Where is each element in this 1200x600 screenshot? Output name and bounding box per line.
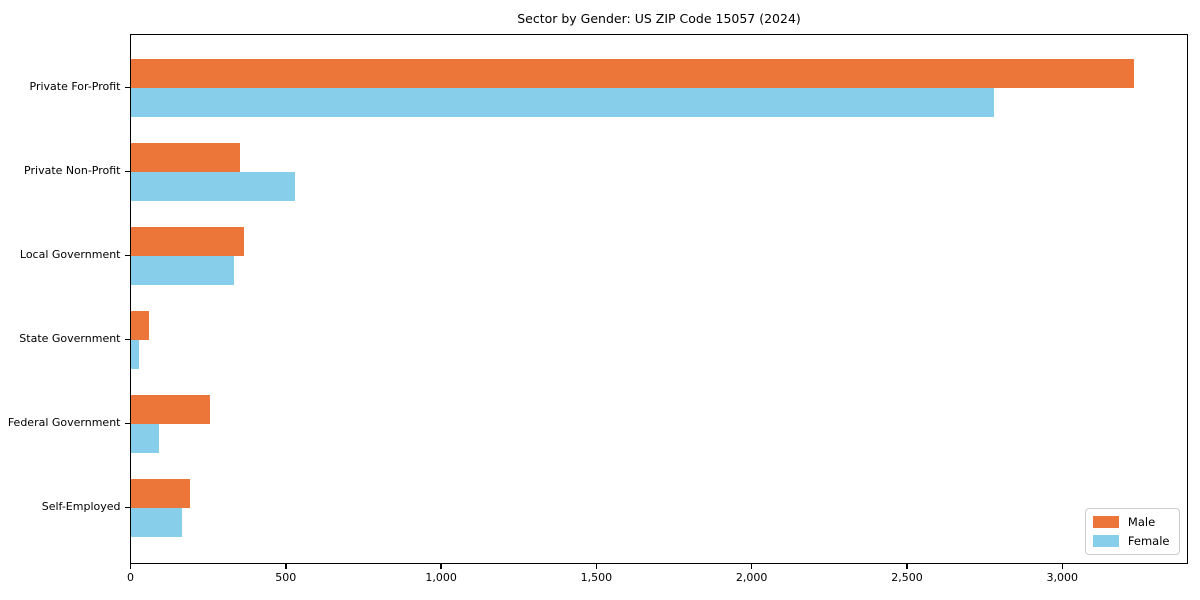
bar-male-private-non-profit xyxy=(130,142,240,172)
x-tick-label-0: 0 xyxy=(127,570,134,584)
x-tick-label-3000: 3,000 xyxy=(1046,570,1079,584)
y-tick-private-non-profit xyxy=(124,170,131,173)
y-tick-self-employed xyxy=(124,506,131,509)
legend: Male Female xyxy=(1084,507,1180,555)
bar-female-self-employed xyxy=(130,507,182,537)
y-tick-label-private-for-profit: Private For-Profit xyxy=(29,80,121,93)
legend-swatch-female xyxy=(1092,534,1119,547)
legend-item-male: Male xyxy=(1092,514,1170,529)
x-tick-label-2000: 2,000 xyxy=(735,570,768,584)
x-tick-0 xyxy=(129,562,132,569)
x-tick-label-2500: 2,500 xyxy=(891,570,923,584)
legend-item-female: Female xyxy=(1092,533,1170,548)
chart-title: Sector by Gender: US ZIP Code 15057 (202… xyxy=(517,11,801,26)
y-tick-local-government xyxy=(124,254,131,257)
bar-male-local-government xyxy=(130,226,244,256)
plot-area: Private For-Profit Private Non-Profit Loca… xyxy=(8,33,1188,584)
bar-female-federal-government xyxy=(130,423,160,453)
bar-male-state-government xyxy=(130,310,150,340)
bar-male-self-employed xyxy=(130,478,190,508)
bar-male-federal-government xyxy=(130,394,211,424)
y-tick-private-for-profit xyxy=(124,86,131,89)
legend-label-female: Female xyxy=(1127,533,1170,548)
legend-swatch-male xyxy=(1092,515,1119,528)
bar-male-private-for-profit xyxy=(130,58,1134,88)
x-tick-500 xyxy=(285,562,287,569)
x-tick-3000 xyxy=(1061,562,1063,569)
y-tick-label-federal-government: Federal Government xyxy=(7,416,121,429)
x-tick-label-1000: 1,000 xyxy=(425,570,457,584)
y-tick-label-local-government: Local Government xyxy=(19,248,121,261)
bar-female-private-for-profit xyxy=(130,87,994,117)
x-tick-1000 xyxy=(440,562,442,569)
y-tick-label-self-employed: Self-Employed xyxy=(41,500,121,513)
x-tick-label-1500: 1,500 xyxy=(580,570,613,584)
y-tick-federal-government xyxy=(124,422,131,425)
bar-female-private-non-profit xyxy=(130,171,296,201)
x-tick-2500 xyxy=(906,562,908,569)
x-tick-1500 xyxy=(595,562,598,569)
bar-female-state-government xyxy=(130,339,139,369)
x-tick-2000 xyxy=(750,562,753,569)
bar-female-local-government xyxy=(130,255,234,285)
legend-label-male: Male xyxy=(1127,514,1156,529)
y-tick-label-state-government: State Government xyxy=(19,332,121,345)
y-tick-label-private-non-profit: Private Non-Profit xyxy=(24,164,121,177)
x-tick-label-500: 500 xyxy=(275,570,297,584)
y-tick-state-government xyxy=(124,338,131,341)
